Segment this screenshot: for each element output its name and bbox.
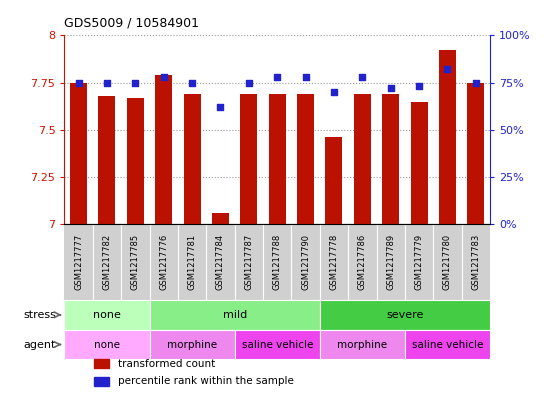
Text: GSM1217776: GSM1217776 <box>159 234 168 290</box>
Bar <box>439 50 456 224</box>
Bar <box>405 330 490 359</box>
Point <box>102 79 111 86</box>
Point <box>216 104 225 110</box>
Text: saline vehicle: saline vehicle <box>241 340 313 349</box>
Text: GSM1217785: GSM1217785 <box>131 234 140 290</box>
Point <box>386 85 395 92</box>
Bar <box>297 94 314 224</box>
Text: severe: severe <box>386 310 423 320</box>
Text: stress: stress <box>23 310 56 320</box>
Text: GSM1217787: GSM1217787 <box>244 234 253 290</box>
Bar <box>240 94 258 224</box>
Bar <box>235 330 320 359</box>
Text: none: none <box>94 340 120 349</box>
Text: GSM1217778: GSM1217778 <box>329 234 338 290</box>
Point <box>74 79 83 86</box>
Text: GSM1217782: GSM1217782 <box>102 234 111 290</box>
Text: agent: agent <box>24 340 56 349</box>
Bar <box>320 330 405 359</box>
Bar <box>64 300 150 330</box>
Text: GSM1217788: GSM1217788 <box>273 234 282 290</box>
Text: GSM1217790: GSM1217790 <box>301 234 310 290</box>
Bar <box>320 300 490 330</box>
Point <box>244 79 253 86</box>
Text: GSM1217784: GSM1217784 <box>216 234 225 290</box>
Bar <box>354 94 371 224</box>
Bar <box>382 94 399 224</box>
Bar <box>269 94 286 224</box>
Text: saline vehicle: saline vehicle <box>412 340 483 349</box>
Text: percentile rank within the sample: percentile rank within the sample <box>118 376 293 386</box>
Text: none: none <box>93 310 121 320</box>
Point <box>472 79 480 86</box>
Bar <box>150 330 235 359</box>
Text: GDS5009 / 10584901: GDS5009 / 10584901 <box>64 17 199 29</box>
Bar <box>410 101 428 224</box>
Text: morphine: morphine <box>167 340 217 349</box>
Bar <box>212 213 229 224</box>
Bar <box>325 138 343 224</box>
Bar <box>127 98 144 224</box>
Text: GSM1217777: GSM1217777 <box>74 234 83 290</box>
Text: GSM1217781: GSM1217781 <box>188 234 197 290</box>
Bar <box>64 330 150 359</box>
Point <box>414 83 423 90</box>
Text: GSM1217783: GSM1217783 <box>472 234 480 290</box>
Point <box>301 74 310 80</box>
Bar <box>99 96 115 224</box>
Bar <box>70 83 87 224</box>
Bar <box>94 377 109 386</box>
Text: morphine: morphine <box>337 340 388 349</box>
Text: GSM1217786: GSM1217786 <box>358 234 367 290</box>
Text: GSM1217779: GSM1217779 <box>414 234 423 290</box>
Bar <box>184 94 200 224</box>
Point <box>159 74 168 80</box>
Bar <box>94 359 109 368</box>
Text: transformed count: transformed count <box>118 358 215 369</box>
Text: GSM1217789: GSM1217789 <box>386 234 395 290</box>
Point <box>358 74 367 80</box>
Point <box>188 79 197 86</box>
Text: GSM1217780: GSM1217780 <box>443 234 452 290</box>
Bar <box>150 300 320 330</box>
Bar <box>467 83 484 224</box>
Text: mild: mild <box>222 310 247 320</box>
Point <box>273 74 282 80</box>
Bar <box>155 75 172 224</box>
Point <box>329 89 338 95</box>
Point <box>131 79 140 86</box>
Point <box>443 66 452 73</box>
